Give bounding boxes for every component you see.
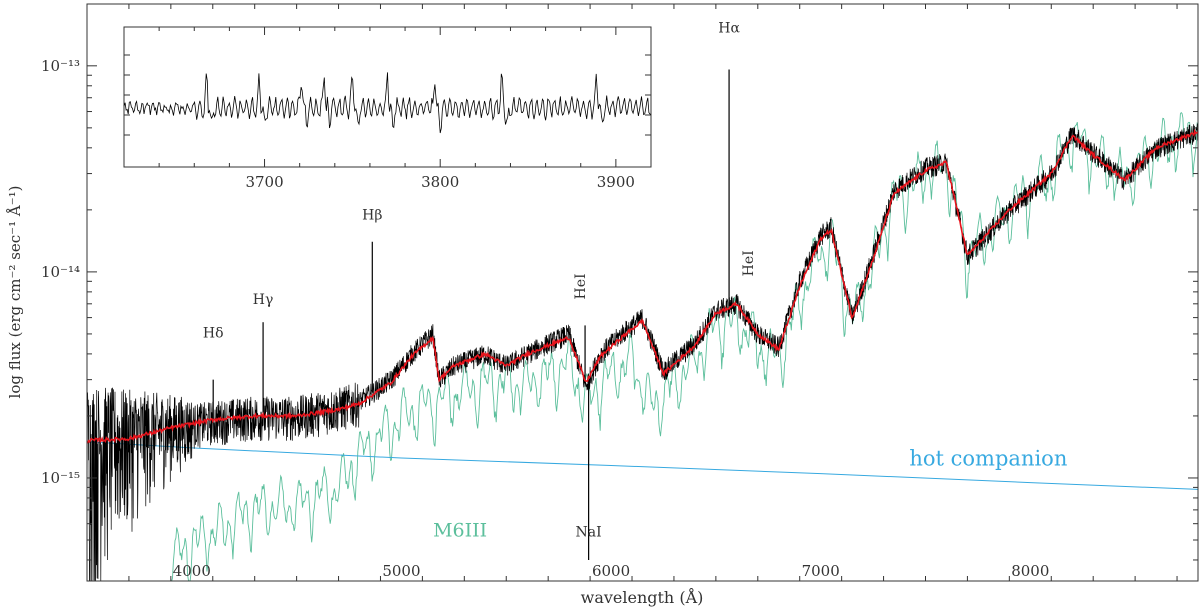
x-tick-label: 4000 [173, 562, 211, 580]
x-axis-label: wavelength (Å) [581, 587, 704, 607]
plot-frame [86, 3, 1199, 582]
x-tick-label: 8000 [1011, 562, 1049, 580]
x-tick-label: 5000 [382, 562, 420, 580]
series-layer [86, 69, 1199, 582]
y-tick-label: 10⁻¹³ [41, 57, 80, 75]
x-tick-label: 7000 [802, 562, 840, 580]
line-label: Hγ [253, 292, 274, 308]
line-label: hot companion [909, 446, 1067, 470]
line-label: M6III [433, 519, 487, 541]
line-label: Hα [718, 21, 740, 37]
y-tick-label: 10⁻¹⁵ [41, 469, 80, 487]
axis-ticks: 4000 5000 6000 7000 8000 10⁻¹³ 10⁻¹⁴ 10⁻¹⁵ [41, 4, 1198, 581]
inset-panel: 3700 3800 3900 [123, 26, 652, 191]
line-label: Hδ [203, 326, 224, 342]
inset-x-tick-label: 3800 [421, 173, 459, 191]
inset-frame [123, 26, 652, 168]
line-label: Hβ [362, 207, 382, 223]
y-tick-label: 10⁻¹⁴ [41, 263, 80, 281]
y-axis-label: log flux (erg cm⁻² sec⁻¹ Å⁻¹) [6, 186, 24, 399]
line-label: HeI [573, 273, 589, 299]
line-label: NaI [576, 524, 602, 540]
series-observed-line [86, 123, 1199, 582]
line-label: HeI [741, 250, 757, 276]
inset-x-tick-label: 3700 [245, 173, 283, 191]
series-model-fit-line [86, 128, 1199, 444]
inset-spectrum-line [123, 72, 652, 134]
inset-x-tick-label: 3900 [597, 173, 635, 191]
x-tick-label: 6000 [592, 562, 630, 580]
line-labels: Hδ Hγ Hβ HeI Hα HeI NaI M6III hot companion [203, 21, 1067, 542]
